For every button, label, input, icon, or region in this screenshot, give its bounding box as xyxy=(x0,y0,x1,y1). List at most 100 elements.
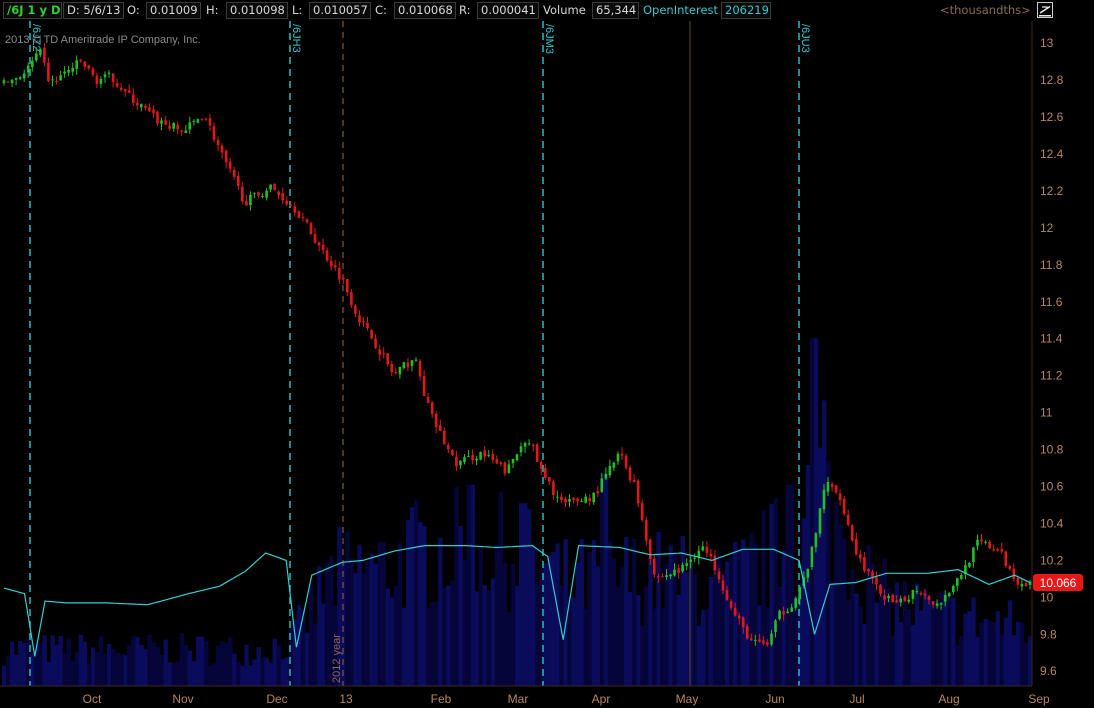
volume-bar xyxy=(204,640,209,686)
volume-bar xyxy=(260,656,265,686)
volume-bar xyxy=(325,563,330,686)
volume-bar xyxy=(628,592,633,686)
price-chart[interactable]: /6JZ2/6JH3/6JM3/6JU3 2012 year 13 12.8 12.6… xyxy=(0,21,1094,708)
candle-body xyxy=(439,425,442,431)
volume-bar xyxy=(729,556,734,686)
candle-body xyxy=(935,603,939,606)
volume-bar xyxy=(684,572,689,686)
candle-body xyxy=(552,481,555,495)
volume-bar xyxy=(442,587,447,686)
volume-bar xyxy=(648,557,653,686)
volume-bar xyxy=(935,600,940,686)
volume-bar xyxy=(894,582,900,686)
volume-bar xyxy=(111,648,116,686)
close-value: 0.010068 xyxy=(398,3,453,17)
candle-body xyxy=(657,576,660,578)
volume-bar xyxy=(248,665,253,686)
volume-bar xyxy=(30,653,35,686)
candle-body xyxy=(863,557,866,571)
volume-bar xyxy=(551,552,556,686)
volume-bar xyxy=(870,564,875,686)
candle-body xyxy=(18,77,22,79)
candle-body xyxy=(317,242,321,246)
candle-body xyxy=(774,620,777,632)
candle-body xyxy=(531,444,535,447)
volume-bar xyxy=(50,635,55,686)
volume-bar xyxy=(583,608,589,686)
volume-bar xyxy=(725,561,730,686)
candle-body xyxy=(14,78,18,80)
volume-bar xyxy=(773,498,778,686)
candle-body xyxy=(398,367,402,375)
price-tick-label: 11.4 xyxy=(1040,332,1063,346)
candle-body xyxy=(891,594,894,603)
volume-bar xyxy=(171,663,176,686)
chart-settings-icon[interactable] xyxy=(1037,2,1053,18)
candle-body xyxy=(249,194,252,205)
candle-body xyxy=(495,459,499,464)
volume-bar xyxy=(999,634,1005,686)
volume-bar xyxy=(58,635,63,686)
candle-body xyxy=(301,217,305,219)
candle-body xyxy=(729,601,733,608)
candle-body xyxy=(608,466,612,476)
volume-bar xyxy=(850,569,855,686)
candle-body xyxy=(911,590,915,599)
volume-bar xyxy=(914,583,920,686)
volume-bar xyxy=(272,638,277,686)
volume-bar xyxy=(135,637,140,686)
volume-bar xyxy=(607,541,613,686)
volume-bar xyxy=(446,586,451,686)
candle-body xyxy=(107,72,111,74)
candle-body xyxy=(71,68,74,72)
candle-body xyxy=(612,462,616,468)
volume-bar xyxy=(393,586,399,686)
price-tick-label: 12.2 xyxy=(1040,184,1064,198)
volume-bar xyxy=(1023,642,1029,686)
candle-body xyxy=(224,150,228,163)
volume-bar xyxy=(721,573,726,686)
candle-body xyxy=(228,161,232,169)
candle-body xyxy=(31,60,34,67)
volume-bar xyxy=(410,507,415,686)
volume-bar xyxy=(486,590,492,686)
price-axis: 13 12.8 12.6 12.4 12.2 12 11.8 11.6 11.4 11.2 11 10… xyxy=(1040,36,1064,678)
volume-bar xyxy=(434,601,439,686)
candle-body xyxy=(390,364,394,373)
volume-bar xyxy=(769,504,774,686)
candle-body xyxy=(875,577,878,585)
volume-value-field: 65,344 xyxy=(592,2,639,19)
symbol-field[interactable]: /6J 1 y D xyxy=(3,2,62,19)
candle-body xyxy=(119,87,123,90)
volume-bar xyxy=(34,642,39,686)
volume-bar xyxy=(519,503,524,686)
candle-body xyxy=(261,195,264,197)
price-tick-label: 10.2 xyxy=(1040,553,1064,567)
volume-bar xyxy=(862,624,867,686)
date-field: D: 5/6/13 xyxy=(63,2,124,19)
candle-body xyxy=(624,455,628,468)
candle-body xyxy=(741,617,745,628)
volume-bar xyxy=(86,663,92,686)
volume-bar xyxy=(652,608,657,686)
volume-bar xyxy=(801,518,807,686)
volume-bar xyxy=(353,573,358,686)
rollover-markers: /6JZ2/6JH3/6JM3/6JU3 2012 year xyxy=(29,21,811,686)
volume-bar xyxy=(62,653,67,686)
volume-bar xyxy=(793,595,799,686)
candle-body xyxy=(35,53,38,61)
candle-body xyxy=(176,124,179,130)
volume-bar xyxy=(94,652,100,686)
volume-bar xyxy=(66,638,71,686)
candle-body xyxy=(604,473,608,479)
candle-body xyxy=(701,546,705,551)
candle-body xyxy=(632,480,636,482)
volume-bar xyxy=(82,641,88,686)
open-interest-value-field: 206219 xyxy=(721,2,771,19)
candle-body xyxy=(592,492,595,503)
candle-body xyxy=(140,104,143,108)
volume-bar xyxy=(579,538,584,686)
rollover-label: /6JU3 xyxy=(799,24,811,53)
volume-bar xyxy=(991,622,996,686)
close-value-field: 0.010068 xyxy=(394,2,456,19)
